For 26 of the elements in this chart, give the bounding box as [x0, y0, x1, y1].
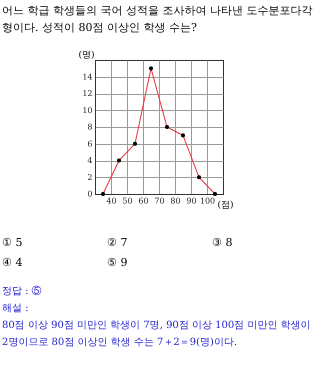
- text: ③ 8: [212, 235, 234, 251]
- y-tick-label: 0: [87, 190, 92, 198]
- y-tick-label: 4: [87, 156, 92, 165]
- chart-title: 어느 학급 학생들의 국어 성적을 조사하여 나타낸 도수분포다각형이다. 성적이 80점 이상인 학생 수는?: [1, 3, 314, 36]
- x-tick-label: 100: [200, 196, 216, 206]
- text: 해설 :: [2, 302, 30, 316]
- text: ① 5: [2, 235, 24, 251]
- x-tick-label: 40: [106, 196, 117, 206]
- x-tick-label: 90: [186, 196, 197, 206]
- text: ② 7: [107, 235, 128, 251]
- y-tick-label: 14: [82, 72, 92, 82]
- text: 정답 : ⑤: [2, 284, 43, 299]
- y-tick-label: 6: [87, 139, 92, 148]
- x-tick-label: 60: [138, 196, 149, 206]
- x-tick-label: 70: [154, 196, 165, 206]
- y-tick-label: 10: [82, 106, 92, 115]
- y-tick-label: 2: [87, 172, 92, 182]
- x-tick-label: 80: [170, 196, 181, 206]
- text: 80점 이상 90점 미만인 학생이 7명, 90점 이상 100점 미만인 학생이 2명이므로 80점 이상인 학생 수는 7＋2＝9(명)이다.: [2, 319, 312, 350]
- y-axis-title: (명): [78, 50, 94, 60]
- text: ④ 4: [2, 255, 24, 271]
- x-tick-label: 50: [122, 196, 133, 206]
- x-axis-title: (점): [218, 200, 234, 210]
- text: ⑤ 9: [107, 255, 128, 271]
- y-tick-label: 12: [82, 89, 92, 98]
- y-tick-label: 8: [87, 122, 92, 132]
